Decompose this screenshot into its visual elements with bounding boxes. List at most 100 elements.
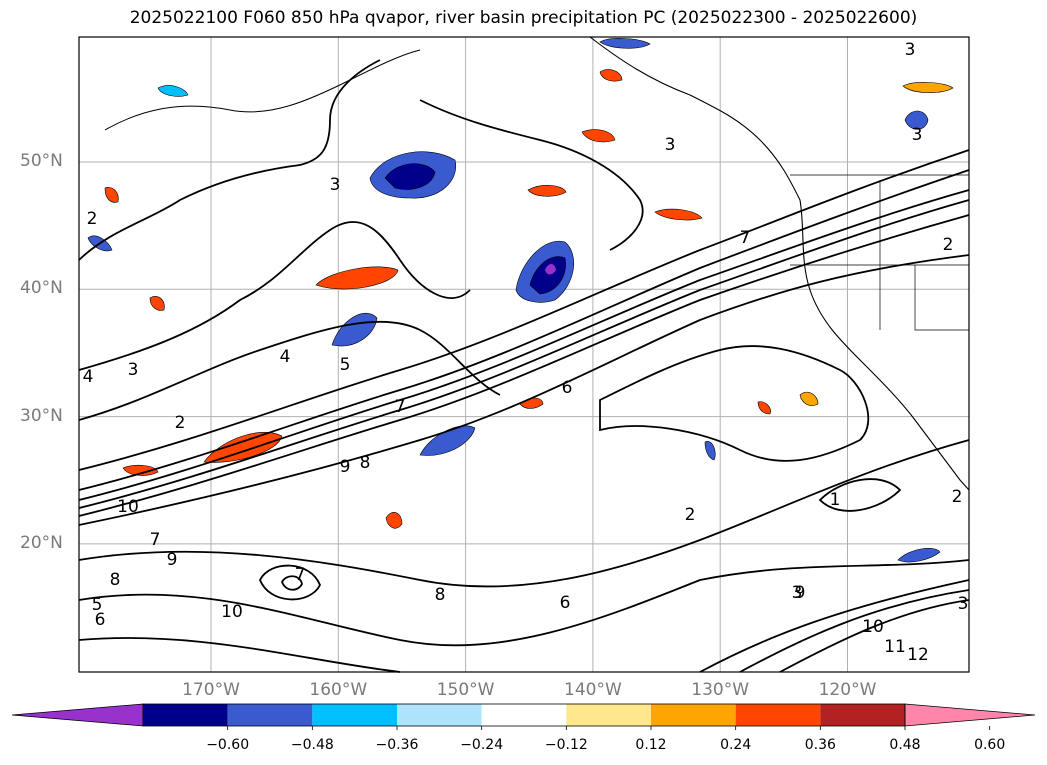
qvapor-contour [281, 575, 303, 591]
colorbar-tick-label: −0.24 [460, 737, 504, 753]
colorbar-segment [481, 704, 567, 726]
contour-label: 4 [280, 347, 291, 367]
contour-label: 10 [862, 617, 884, 637]
extreme-anomaly-blob [545, 264, 556, 275]
pos-anomaly-blob [799, 391, 819, 406]
contour-label: 2 [685, 505, 696, 525]
chart-title: 2025022100 F060 850 hPa qvapor, river ba… [129, 8, 918, 28]
qvapor-contour [779, 599, 970, 673]
colorbar-tick-label: 0.48 [889, 737, 921, 753]
pos-anomaly-blob [581, 129, 616, 143]
pos-anomaly-blob [149, 296, 165, 311]
contour-label: 7 [395, 397, 406, 417]
pos-anomaly-blob [104, 187, 119, 203]
colorbar [11, 703, 1036, 730]
colorbar-segment [397, 704, 482, 726]
contour-label: 8 [110, 570, 121, 590]
colorbar-segment [735, 704, 821, 726]
contour-label: 10 [117, 497, 139, 517]
aleutian-coastline [104, 49, 421, 131]
colorbar-segment [312, 704, 397, 726]
state-borders [790, 174, 969, 331]
colorbar-frame [142, 703, 906, 727]
contour-label: 10 [221, 602, 243, 622]
longitude-tick-label: 140°W [564, 680, 622, 700]
contour-label: 12 [907, 645, 929, 665]
qvapor-contour [78, 214, 970, 517]
longitude-tick-label: 130°W [691, 680, 750, 700]
neg-anomaly-blob [904, 110, 929, 130]
qvapor-contour [78, 199, 970, 509]
colorbar-tick-label: 0.24 [720, 737, 752, 753]
contour-label: 6 [562, 378, 573, 398]
qvapor-contour [699, 579, 970, 673]
contour-label: 7 [295, 565, 306, 585]
contour-label: 3 [912, 125, 923, 145]
pos-anomaly-blob [599, 69, 623, 82]
contour-label: 1 [830, 490, 841, 510]
qvapor-contour [259, 564, 321, 601]
contour-label: 9 [167, 550, 178, 570]
colorbar-tick-label: 0.12 [635, 737, 667, 753]
pos-anomaly-blob [385, 512, 403, 529]
contour-label: 9 [340, 457, 351, 477]
contour-label: 8 [435, 585, 446, 605]
longitude-tick-label: 120°W [818, 680, 877, 700]
colorbar-segment [820, 704, 905, 726]
contour-label: 2 [952, 487, 963, 507]
plot-frame [78, 36, 970, 673]
contour-label: 4 [83, 367, 94, 387]
colorbar-tick-label: −0.12 [544, 737, 588, 753]
qvapor-contour [78, 254, 970, 526]
neg-anomaly-blob [529, 256, 566, 295]
pos-anomaly-blob [654, 208, 703, 221]
neg-anomaly-blob [599, 38, 651, 49]
qvapor-contour [78, 59, 381, 261]
coastline [589, 36, 970, 491]
qvapor-contour [818, 478, 902, 512]
qvapor-contour [78, 169, 970, 491]
colorbar-tick-label: −0.36 [375, 737, 419, 753]
colorbar-segment [143, 704, 228, 726]
latitude-tick-label: 40°N [20, 278, 63, 299]
pos-anomaly-blob [315, 266, 399, 290]
contour-label: 2 [175, 413, 186, 433]
colorbar-extend-high [904, 703, 1036, 727]
contour-label: 3 [330, 175, 341, 195]
latitude-tick-label: 30°N [20, 405, 63, 426]
contour-label: 8 [360, 453, 371, 473]
contour-label: 3 [905, 40, 916, 60]
qvapor-contour [78, 637, 401, 673]
pos-anomaly-blob [122, 464, 159, 476]
qvapor-contour [78, 320, 501, 421]
longitude-tick-label: 160°W [309, 680, 368, 700]
colorbar-tick-label: −0.48 [290, 737, 334, 753]
contour-label: 3 [958, 594, 969, 614]
qvapor-contour [739, 589, 970, 673]
pos-anomaly-blob [527, 185, 567, 197]
neg-anomaly-blob [704, 441, 716, 461]
contour-label: 3 [792, 583, 803, 603]
contour-label: 11 [884, 637, 906, 657]
latitude-tick-label: 20°N [20, 532, 63, 553]
pos-anomaly-blob [757, 401, 771, 415]
qvapor-contour [599, 345, 870, 462]
longitude-tick-label: 170°W [182, 680, 240, 700]
contour-label: 2 [87, 209, 98, 229]
qvapor-contour [78, 189, 970, 501]
contour-label: 6 [95, 610, 106, 630]
qvapor-contour [78, 149, 970, 471]
colorbar-segment [227, 704, 313, 726]
colorbar-segment [566, 704, 651, 726]
colorbar-segment [651, 704, 736, 726]
neg-anomaly-blob [157, 85, 189, 97]
contour-label: 6 [560, 593, 571, 613]
contour-label: 7 [150, 530, 161, 550]
colorbar-tick-label: −0.60 [206, 737, 250, 753]
longitude-tick-label: 150°W [436, 680, 495, 700]
qvapor-contour [78, 439, 970, 588]
contour-label: 5 [92, 595, 103, 615]
contour-label: 7 [740, 228, 751, 248]
